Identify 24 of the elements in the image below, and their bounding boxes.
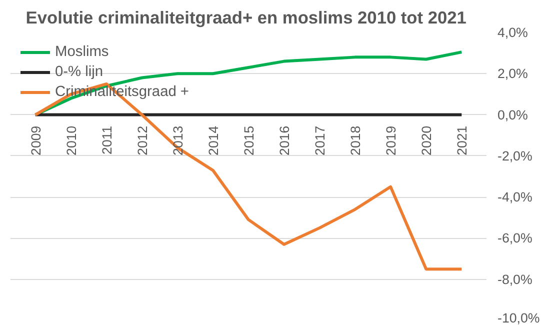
x-tick-label: 2018 xyxy=(348,126,364,156)
x-tick-label: 2012 xyxy=(134,126,150,156)
y-tick-label: 0,0% xyxy=(498,107,528,122)
x-tick-label: 2013 xyxy=(170,126,186,156)
x-tick-label: 2021 xyxy=(454,126,470,156)
y-tick-label: -6,0% xyxy=(498,230,532,246)
x-tick-label: 2011 xyxy=(99,126,114,154)
y-tick-label: -8,0% xyxy=(498,272,532,287)
chart-title: Evolutie criminaliteitgraad+ en moslims 2010 tot 2021 xyxy=(26,8,467,28)
x-tick-label: 2014 xyxy=(206,125,221,156)
x-tick-label: 2017 xyxy=(312,126,328,156)
legend-label: Moslims xyxy=(55,44,109,60)
x-tick-label: 2016 xyxy=(277,126,292,156)
y-tick-label: -2,0% xyxy=(498,148,532,164)
x-tick-label: 2009 xyxy=(28,126,44,156)
x-tick-label: 2010 xyxy=(64,126,79,156)
x-tick-label: 2020 xyxy=(419,126,434,156)
y-tick-label: 4,0% xyxy=(498,25,528,40)
x-tick-label: 2019 xyxy=(384,126,399,156)
y-tick-label: -10,0% xyxy=(498,310,540,325)
y-tick-label: -4,0% xyxy=(498,190,532,205)
y-tick-label: 2,0% xyxy=(498,66,528,82)
x-tick-label: 2015 xyxy=(242,126,256,156)
legend-label: 0-% lijn xyxy=(55,64,104,80)
